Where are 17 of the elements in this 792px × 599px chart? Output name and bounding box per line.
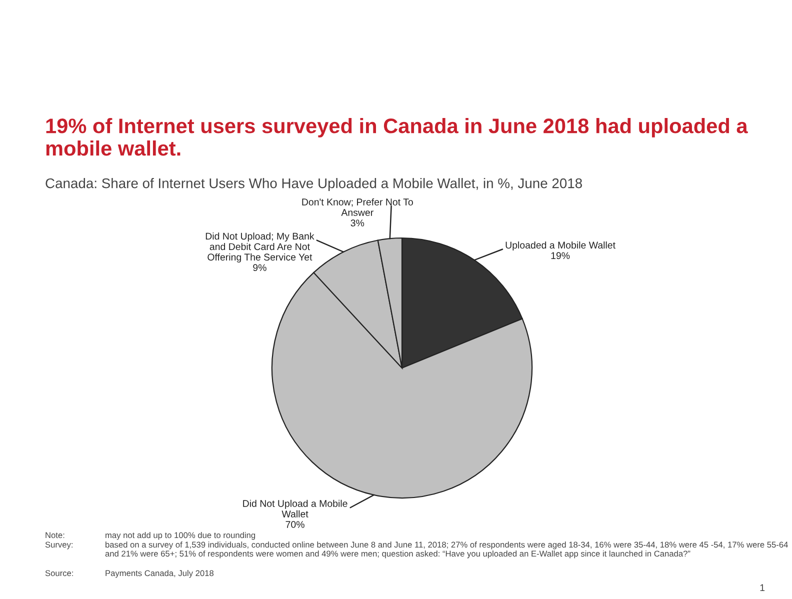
data-label: 19% [551,252,570,260]
text: Survey: [45,542,72,550]
text: based on a survey of 1,539 individuals, conducted online between June 8 and June 11, 2018; 27% of respondents were aged 18-34, 16% were 35-44, 18% were 45 -54, 17% were 55-64 and 21% were 65+; 51% of respondents were women and 49% were men; question asked: “Have you uploaded an E-Wallet app since it launched in Canada?” [105,542,788,558]
chart-title: 19% of Internet users surveyed in Canada in June 2018 had uploaded a mobile wallet. [46,118,748,156]
text: Note: [46,532,64,538]
slice-label: Don't Know; Prefer Not To Answer [302,198,413,216]
data-label: 3% [350,220,364,226]
slice-label: Did Not Upload a Mobile Wallet [243,500,348,518]
slice-label: Uploaded a Mobile Wallet [506,241,616,251]
data-label: 9% [253,264,266,272]
source-note: Source: [45,570,73,576]
slice-label: Did Not Upload; My Bank and Debit Card Are Not Offering The Service Yet [206,232,314,262]
chart-subtitle: Canada: Share of Internet Users Who Have Uploaded a Mobile Wallet, in %, June 2018 [46,178,582,191]
data-label: 70% [286,521,304,528]
text: may not add up to 100% due to rounding [106,532,256,540]
text: 1 [760,584,765,591]
text: Payments Canada, July 2018 [106,570,214,578]
